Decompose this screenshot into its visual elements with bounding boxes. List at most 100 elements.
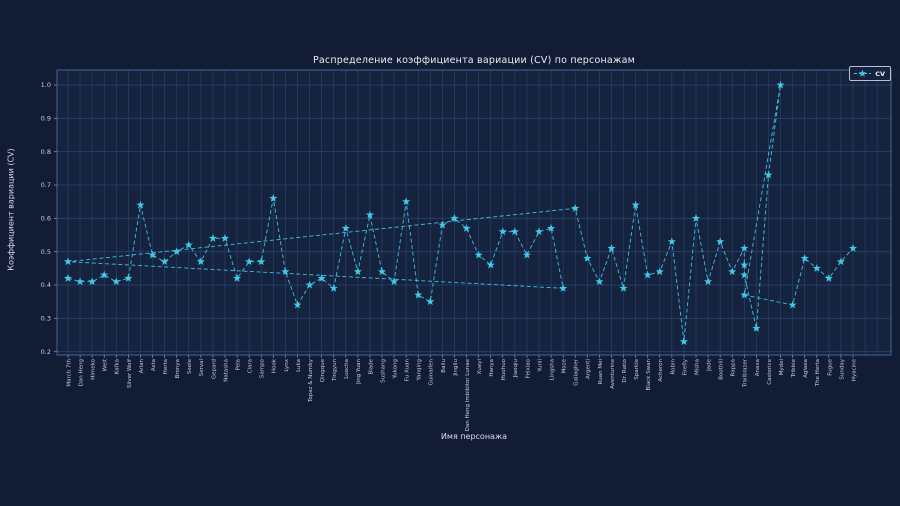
x-tick-label: Herta — [163, 359, 169, 374]
x-tick-label: Gallagher — [574, 358, 580, 385]
data-point-star — [788, 300, 797, 309]
x-tick-label: Himeko — [91, 358, 97, 379]
data-point-star — [462, 224, 471, 232]
x-tick-label: Pela — [235, 359, 241, 370]
data-point-star — [63, 274, 73, 282]
x-tick-label: Ruan Mei — [598, 359, 604, 385]
x-tick-label: Mydei — [779, 359, 785, 376]
y-tick-label: 0.8 — [41, 148, 51, 156]
axes-spines — [56, 69, 892, 356]
legend-series-marker-icon — [854, 69, 872, 77]
x-tick-label: Dan Heng — [78, 359, 84, 386]
x-tick-label: Seele — [187, 358, 193, 374]
data-point-star — [595, 277, 604, 286]
x-tick-label: Jing Yuan — [356, 358, 362, 384]
data-point-star — [836, 257, 846, 266]
data-point-star — [75, 277, 85, 286]
data-point-star — [667, 237, 676, 246]
x-tick-label: Hook — [272, 358, 278, 373]
x-tick-label: Clara — [248, 359, 254, 373]
legend-label: CV — [875, 69, 885, 78]
y-tick-label: 0.9 — [41, 115, 51, 123]
data-point-star — [571, 204, 580, 212]
data-point-star — [474, 250, 483, 259]
data-point-star — [269, 194, 278, 202]
data-point-star — [341, 224, 350, 232]
x-tick-label: Silver Wolf — [127, 358, 133, 388]
plot-border — [56, 69, 892, 356]
x-tick-label: Aventurine — [610, 358, 616, 388]
data-point-star — [559, 284, 568, 292]
legend: CV — [849, 66, 891, 81]
data-point-star — [691, 214, 701, 222]
data-point-star — [402, 197, 411, 206]
data-point-star — [824, 274, 833, 282]
data-point-star — [220, 234, 230, 242]
chart-title: Распределение коэффициента вариации (CV)… — [312, 55, 636, 66]
data-point-star — [293, 300, 302, 309]
x-tick-label: Robin — [670, 358, 676, 374]
data-point-star — [281, 267, 290, 276]
x-tick-label: Luka — [296, 359, 302, 372]
x-tick-label: Feixiao — [525, 358, 531, 378]
x-tick-label: Yanqing — [417, 359, 423, 381]
data-point-star — [208, 234, 218, 242]
x-tick-label: Sparkle — [634, 358, 640, 379]
y-tick-label: 0.4 — [41, 281, 51, 289]
x-tick-labels: March 7th Dan Heng Himeko Welt Kafka Silver W… — [66, 358, 857, 431]
x-tick-label: Fu Xuan — [405, 358, 411, 381]
x-tick-label: Sushang — [380, 359, 386, 383]
data-point-star — [450, 214, 459, 222]
data-point-star — [353, 267, 362, 276]
x-tick-label: Fugue — [827, 358, 833, 375]
data-point-star — [522, 250, 532, 259]
data-point-star — [112, 277, 121, 286]
x-tick-label: Qingque — [320, 358, 326, 382]
data-point-star — [426, 297, 435, 306]
x-tick-label: Misha — [694, 359, 700, 375]
data-point-star — [486, 260, 495, 269]
x-tick-label: Tingyun — [332, 359, 338, 382]
y-axis-label: Коэффициент вариации (CV) — [6, 148, 16, 271]
x-axis-label: Имя персонажа — [440, 432, 508, 441]
x-tick-label: Jade — [706, 358, 712, 371]
data-point-star — [196, 257, 205, 266]
x-tick-label: Asta — [151, 359, 157, 371]
data-point-star — [438, 220, 447, 229]
data-point-star — [728, 267, 737, 276]
data-point-star — [716, 237, 725, 246]
y-tick-label: 0.6 — [41, 215, 51, 223]
x-tick-label: Huohuo — [501, 358, 507, 380]
data-point-star — [607, 244, 616, 252]
x-tick-label: Serval — [199, 359, 205, 377]
data-point-star — [365, 210, 375, 219]
x-tick-label: Kafka — [115, 359, 121, 374]
data-point-star — [172, 247, 181, 256]
x-tick-label: Dan Heng Imbibitor Lunae — [465, 358, 471, 431]
x-tick-label: Gepard — [211, 359, 217, 379]
x-tick-label: Yunli — [537, 359, 543, 373]
data-point-star — [136, 200, 145, 209]
y-tick-label: 0.2 — [41, 348, 51, 356]
data-point-star — [764, 170, 773, 179]
data-point-star — [546, 224, 556, 232]
x-tick-label: Rappa — [731, 359, 737, 376]
x-tick-label: Sunday — [839, 358, 845, 379]
data-point-star — [740, 270, 749, 279]
x-tick-label: Argenti — [586, 359, 592, 379]
y-tick-labels: 0.2 0.3 0.4 0.5 0.6 0.7 0.8 0.9 1.0 — [41, 81, 51, 356]
data-point-star — [377, 267, 387, 276]
x-tick-label: Hanya — [489, 359, 495, 377]
x-tick-label: Arlan — [139, 358, 145, 373]
data-point-star — [305, 280, 314, 289]
x-tick-label: Xueyi — [477, 359, 483, 375]
data-point-star — [643, 270, 652, 279]
data-point-star — [583, 254, 592, 262]
x-tick-label: Aglaea — [803, 359, 809, 378]
x-tick-label: Firefly — [682, 358, 688, 375]
x-tick-label: Welt — [103, 358, 109, 371]
x-tick-label: Tribbie — [791, 358, 797, 378]
x-tick-label: The Herta — [815, 359, 821, 387]
